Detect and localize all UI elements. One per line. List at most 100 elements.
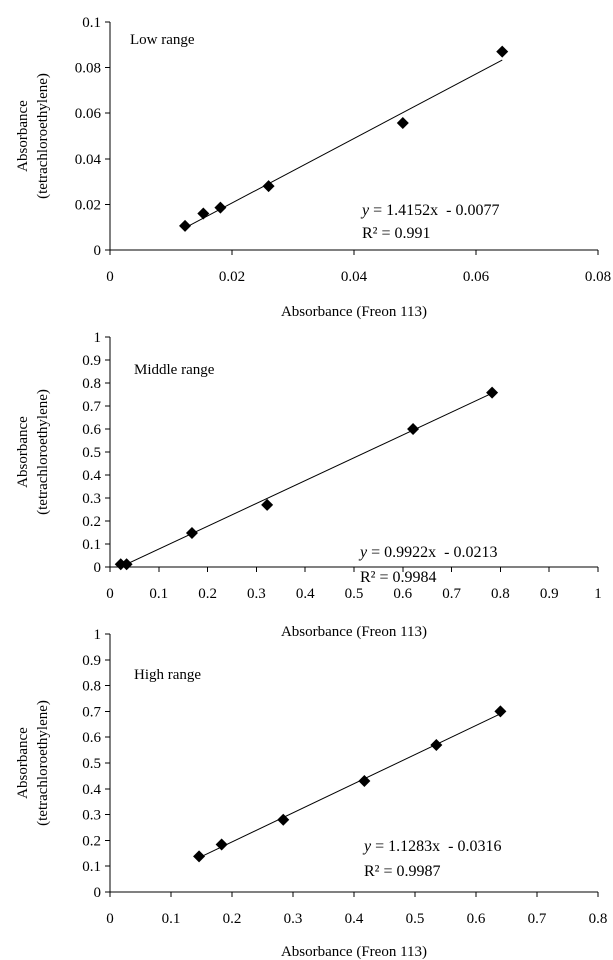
data-point [261,498,274,511]
chart-low-range: 0 0.02 0.04 0.06 0.08 0.1 0 0.02 0.04 0.06 0.08 Low… [0,0,613,320]
chart-high-range-plot: 0 0.1 0.2 0.3 0.4 0.5 0.6 0.7 0.8 0.9 1 0 0.1 0.2 0.3 0… [15,627,608,960]
x-tick-label: 0.08 [585,269,611,285]
y-tick-label: 0.8 [82,679,101,695]
data-point [179,219,192,232]
data-point [214,201,227,214]
y-tick-label: 0.6 [82,730,101,746]
data-point [486,386,499,399]
r-squared: R² = 0.9987 [364,863,441,880]
x-tick-label: 0.02 [219,269,245,285]
trendline-equation: y = 0.9922x - 0.0213 [358,544,497,561]
x-tick-label: 1 [594,586,602,602]
x-tick-label: 0.7 [442,586,461,602]
x-tick-label: 0.04 [341,269,368,285]
x-tick-label: 0.06 [463,269,490,285]
x-tick-label: 0.6 [393,586,412,602]
y-tick-label: 0.3 [82,808,101,824]
data-point [407,423,420,435]
y-tick-label: 0.9 [82,353,101,369]
y-axis-label-line2: (tetrachloroethylene) [35,73,51,199]
y-tick-label: 0.04 [75,152,102,168]
x-tick-label: 0.4 [345,911,364,927]
x-tick-label: 0.3 [247,586,266,602]
x-tick-label: 0.9 [540,586,559,602]
y-axis-label: Absorbance [15,100,31,172]
data-point [120,558,133,571]
trendline [126,392,493,565]
chart-title: Middle range [134,362,215,378]
y-tick-label: 0.1 [82,15,101,31]
trendline-equation: y = 1.1283x - 0.0316 [362,838,501,855]
y-tick-label: 0.7 [82,704,101,720]
equation-variable: y [362,838,372,855]
y-axis-label: Absorbance [15,416,31,488]
y-tick-label: 0.4 [82,468,101,484]
y-axis-label-line2: (tetrachloroethylene) [35,700,51,826]
chart-title: High range [134,667,201,683]
y-tick-label: 0.4 [82,782,101,798]
x-tick-label: 0.1 [162,911,181,927]
equation-body: = 1.4152x - 0.0077 [369,202,499,219]
y-tick-label: 0.02 [75,197,101,213]
x-tick-label: 0.5 [345,586,364,602]
x-tick-label: 0.5 [406,911,425,927]
chart-title: Low range [130,32,195,48]
y-tick-label: 0.2 [82,833,101,849]
y-tick-label: 0.1 [82,859,101,875]
y-tick-label: 1 [94,330,102,346]
y-tick-label: 0.7 [82,399,101,415]
chart-middle-range-plot: 0 0.1 0.2 0.3 0.4 0.5 0.6 0.7 0.8 0.9 1 0 0.1 0.2 0.3 0… [15,330,602,640]
y-tick-label: 0 [94,560,102,576]
data-point [185,526,198,539]
r-squared: R² = 0.9984 [360,569,437,586]
y-axis-label-line2: (tetrachloroethylene) [35,389,51,515]
x-axis-label: Absorbance (Freon 113) [281,624,427,640]
data-point [430,738,443,751]
x-tick-label: 0.2 [223,911,242,927]
x-tick-label: 0.7 [528,911,547,927]
y-tick-label: 0.2 [82,514,101,530]
data-point [358,775,371,788]
y-tick-label: 0.5 [82,445,101,461]
chart-high-range: 0 0.1 0.2 0.3 0.4 0.5 0.6 0.7 0.8 0.9 1 0 0.1 0.2 0.3 0… [0,627,613,960]
data-point [277,813,290,826]
y-tick-label: 1 [94,627,102,643]
data-point [494,705,507,718]
y-tick-label: 0.1 [82,537,101,553]
x-tick-label: 0.6 [467,911,486,927]
x-tick-label: 0 [106,911,114,927]
chart-middle-range: 0 0.1 0.2 0.3 0.4 0.5 0.6 0.7 0.8 0.9 1 0 0.1 0.2 0.3 0… [0,320,613,640]
y-tick-label: 0 [94,885,102,901]
y-axis-label: Absorbance [15,727,31,799]
chart-low-range-plot: 0 0.02 0.04 0.06 0.08 0.1 0 0.02 0.04 0.06 0.08 Low… [15,15,611,320]
y-tick-label: 0.08 [75,61,101,77]
trendline [182,59,503,230]
x-axis-label: Absorbance (Freon 113) [281,304,427,320]
y-tick-label: 0.5 [82,756,101,772]
x-tick-label: 0.1 [149,586,168,602]
equation-variable: y [358,544,368,561]
x-tick-label: 0.8 [589,911,608,927]
data-point [193,850,206,863]
data-point [396,117,409,130]
equation-variable: y [360,202,370,219]
x-tick-label: 0.8 [491,586,510,602]
trendline [198,713,501,859]
x-tick-label: 0.4 [296,586,315,602]
equation-body: = 1.1283x - 0.0316 [371,838,501,855]
x-tick-label: 0.3 [284,911,303,927]
y-tick-label: 0.3 [82,491,101,507]
r-squared: R² = 0.991 [362,225,431,242]
x-tick-label: 0 [106,586,114,602]
data-point [215,838,228,851]
x-tick-label: 0 [106,269,114,285]
y-tick-label: 0 [94,243,102,259]
data-point [496,45,509,58]
y-tick-label: 0.8 [82,376,101,392]
y-tick-label: 0.6 [82,422,101,438]
x-axis-label: Absorbance (Freon 113) [281,944,427,960]
data-point [262,180,275,193]
y-tick-label: 0.9 [82,653,101,669]
x-tick-label: 0.2 [198,586,217,602]
